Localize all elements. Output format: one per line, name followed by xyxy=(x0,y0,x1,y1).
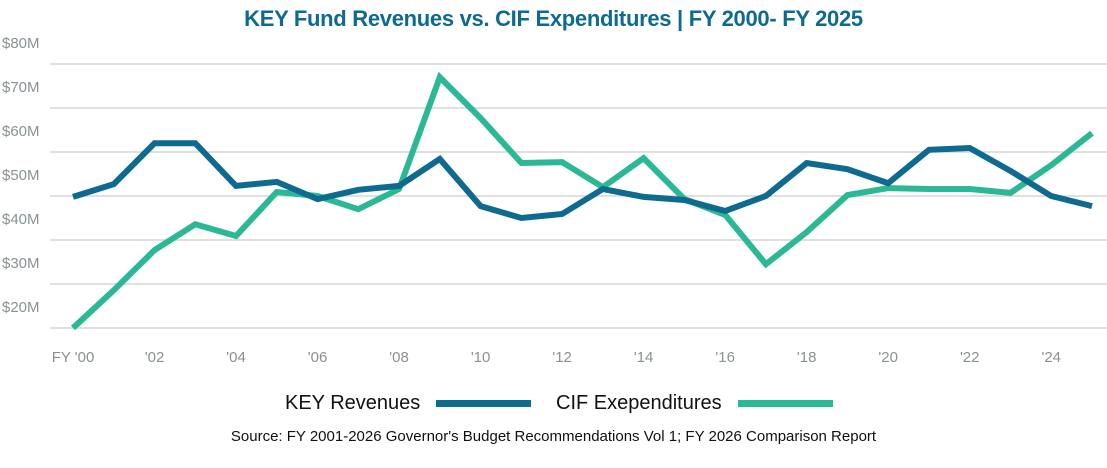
series-lines xyxy=(70,71,1094,331)
x-tick-label: '14 xyxy=(634,349,654,366)
x-tick-label: '02 xyxy=(145,349,165,366)
y-tick-label: $80M xyxy=(2,35,40,52)
chart-title: KEY Fund Revenues vs. CIF Expenditures |… xyxy=(244,6,863,31)
x-tick-label: '10 xyxy=(471,349,491,366)
legend-label-cif-expenditures: CIF Exependitures xyxy=(556,392,722,414)
x-tick-label: '04 xyxy=(226,349,246,366)
x-tick-label: FY '00 xyxy=(52,349,95,366)
x-tick-label: '08 xyxy=(389,349,409,366)
legend-label-key-revenues: KEY Revenues xyxy=(285,392,421,414)
legend-swatch-cif-expenditures xyxy=(737,400,833,407)
y-tick-label: $50M xyxy=(2,167,40,184)
x-tick-label: '16 xyxy=(715,349,735,366)
x-tick-label: '24 xyxy=(1041,349,1061,366)
x-tick-label: '12 xyxy=(552,349,572,366)
y-tick-label: $30M xyxy=(2,255,40,272)
y-tick-label: $70M xyxy=(2,79,40,96)
y-tick-label: $40M xyxy=(2,211,40,228)
x-axis-ticks: FY '00 '02 '04 '06 '08 '10 '12 '14 '16 '18 '20 '22 '… xyxy=(52,349,1061,366)
series-line-cif-exependitures xyxy=(70,71,1094,331)
x-tick-label: '22 xyxy=(960,349,980,366)
source-note: Source: FY 2001-2026 Governor's Budget R… xyxy=(230,428,877,445)
legend-item-key-revenues: KEY Revenues xyxy=(285,392,532,415)
x-tick-label: '18 xyxy=(797,349,817,366)
y-tick-label: $60M xyxy=(2,123,40,140)
gridlines xyxy=(50,63,1107,329)
legend-swatch-key-revenues xyxy=(436,400,532,407)
series-line-key-revenues xyxy=(72,140,1093,222)
legend: KEY Revenues CIF Exependitures xyxy=(0,392,1107,418)
line-chart: $80M $70M $60M $50M $40M $30M $20M FY '00 '02 '0… xyxy=(2,35,1107,366)
legend-item-cif-expenditures: CIF Exependitures xyxy=(556,392,833,415)
y-tick-label: $20M xyxy=(2,299,40,316)
x-tick-label: '20 xyxy=(878,349,898,366)
x-tick-label: '06 xyxy=(308,349,328,366)
y-axis-ticks: $80M $70M $60M $50M $40M $30M $20M xyxy=(2,35,40,316)
